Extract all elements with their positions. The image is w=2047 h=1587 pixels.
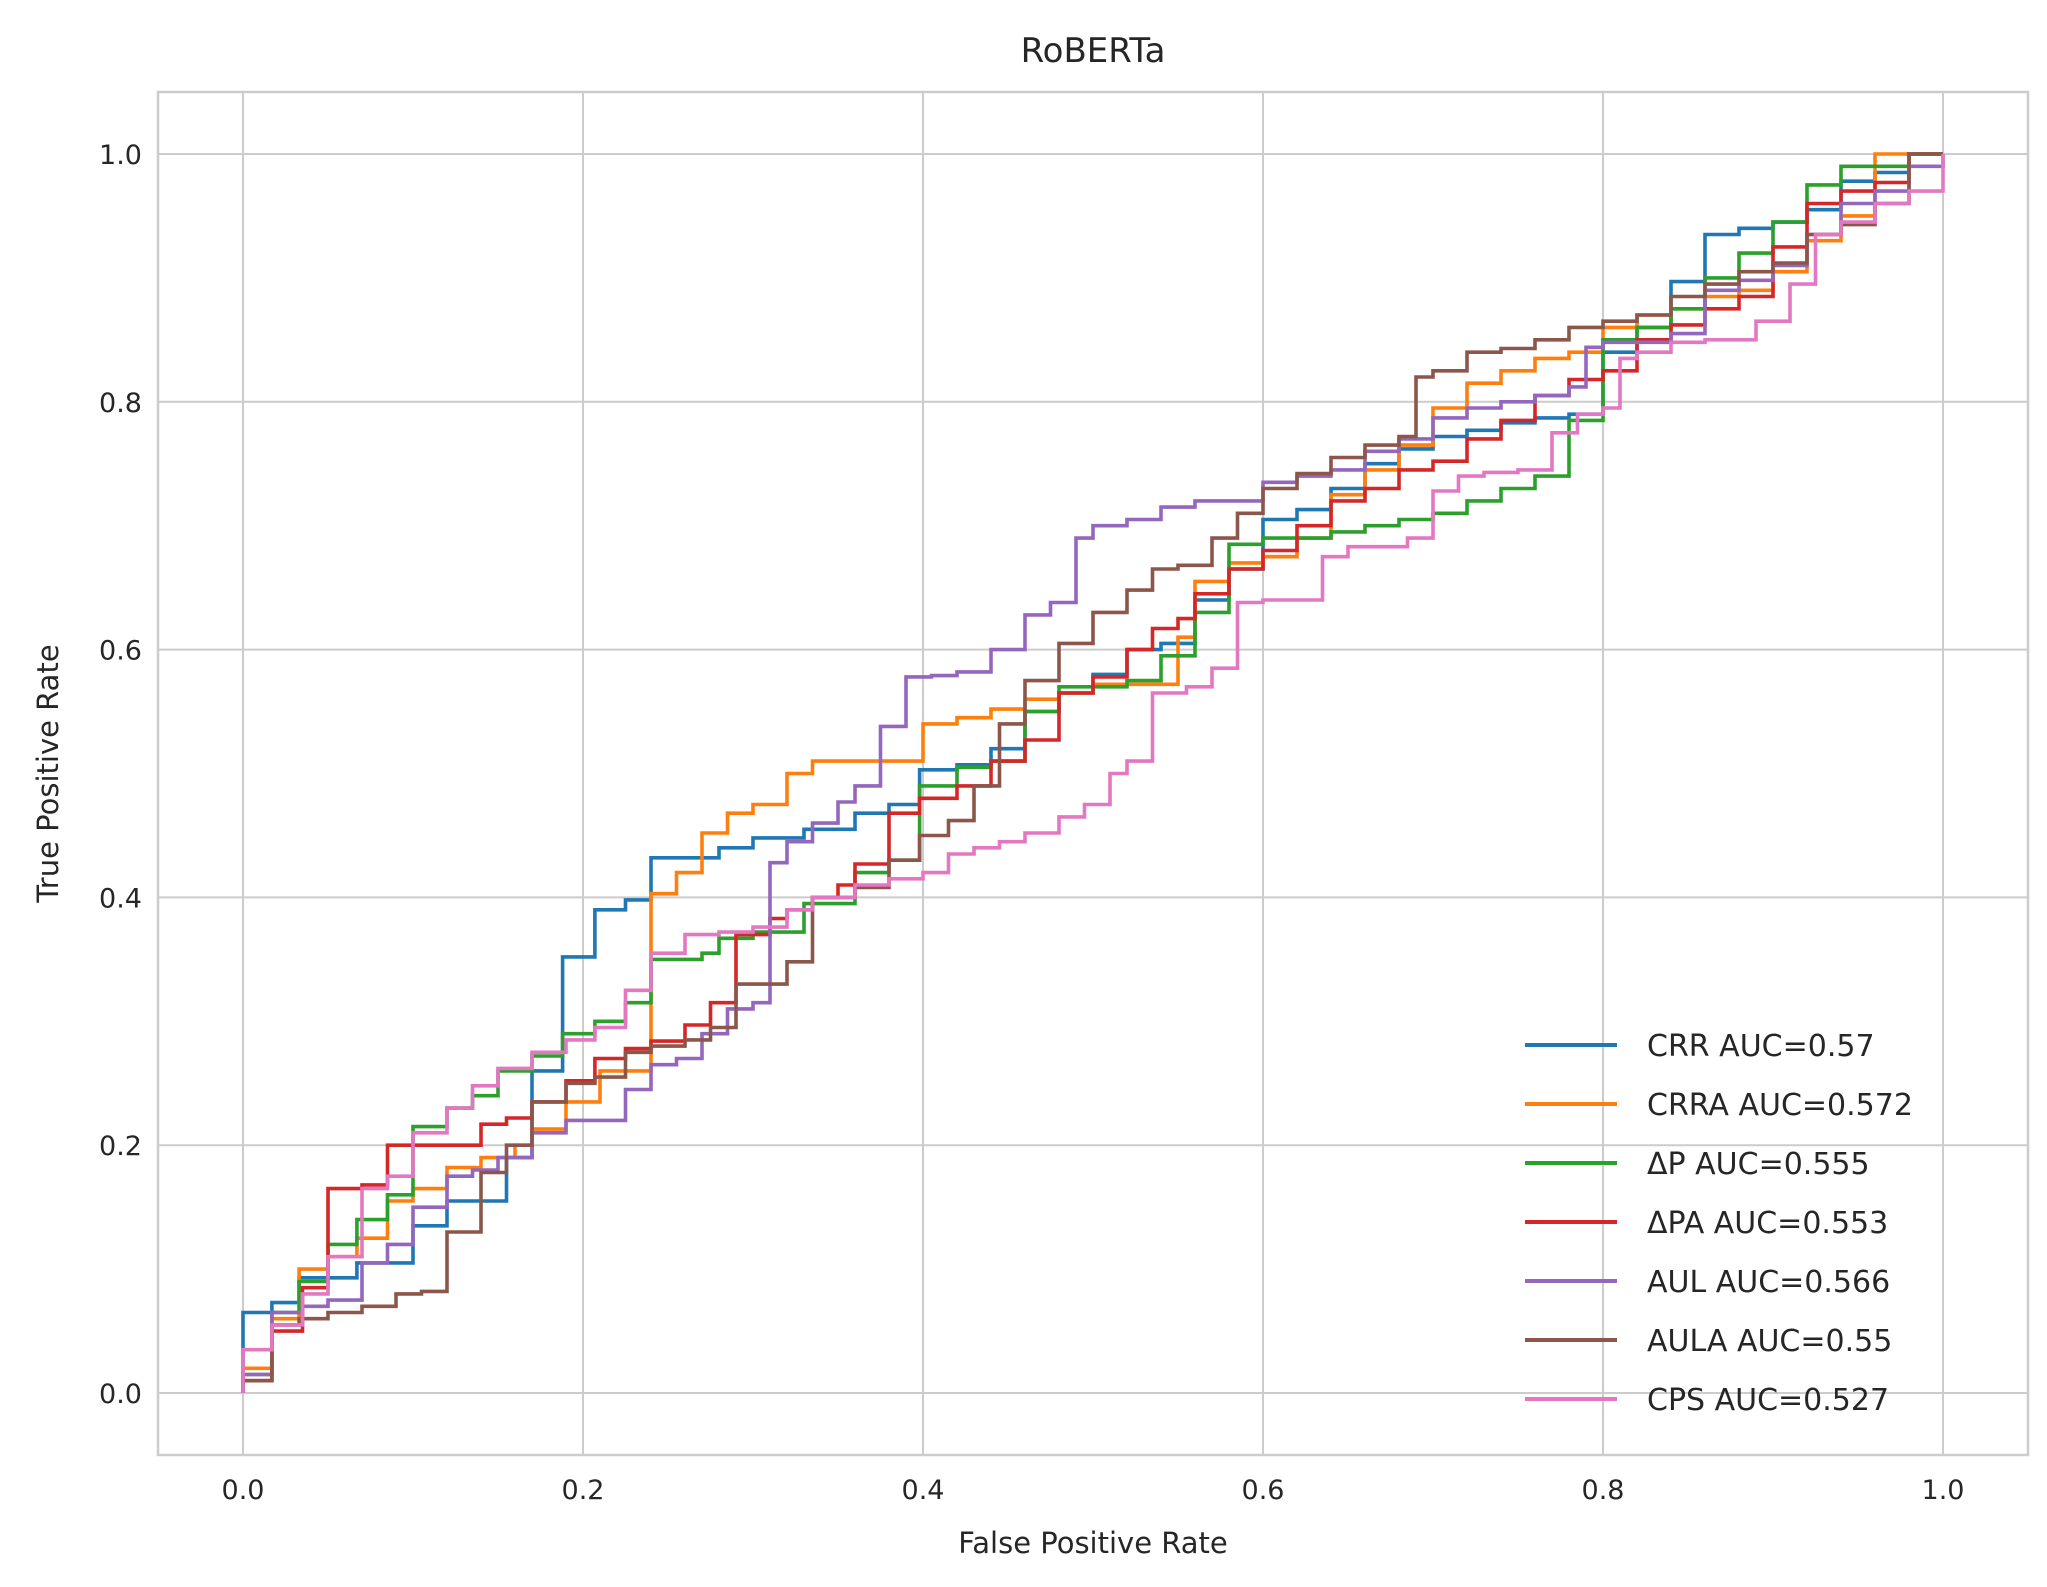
x-tick-label: 0.6: [1242, 1475, 1285, 1506]
series-line: [241, 154, 1945, 1393]
legend-entry: CPS AUC=0.527: [1647, 1383, 1889, 1418]
y-axis-ticks: 0.0 0.2 0.4 0.6 0.8 1.0: [99, 140, 142, 1410]
y-tick-label: 0.0: [99, 1379, 142, 1410]
plot-frame: [156, 90, 2030, 1457]
y-tick-label: 0.2: [99, 1131, 142, 1162]
legend-entry: ΔP AUC=0.555: [1647, 1147, 1870, 1182]
chart-title: RoBERTa: [1021, 31, 1166, 71]
x-tick-label: 0.4: [902, 1475, 945, 1506]
legend-entry: CRRA AUC=0.572: [1647, 1088, 1913, 1123]
x-axis-label: False Positive Rate: [958, 1526, 1228, 1560]
x-tick-label: 0.2: [562, 1475, 605, 1506]
series-line: [241, 152, 1943, 1393]
y-tick-label: 0.8: [99, 388, 142, 419]
x-tick-label: 0.0: [222, 1475, 265, 1506]
x-axis-ticks: 0.0 0.2 0.4 0.6 0.8 1.0: [222, 1475, 1965, 1506]
series-line: [241, 152, 1943, 1393]
y-tick-label: 0.4: [99, 883, 142, 914]
legend: CRR AUC=0.57 CRRA AUC=0.572 ΔP AUC=0.555 ΔP…: [1525, 1029, 1913, 1418]
legend-entry: CRR AUC=0.57: [1647, 1029, 1875, 1064]
x-tick-label: 0.8: [1582, 1475, 1625, 1506]
y-axis-label: True Positive Rate: [31, 644, 65, 903]
series-line: [241, 154, 1945, 1393]
legend-entry: AUL AUC=0.566: [1647, 1265, 1890, 1300]
x-tick-label: 1.0: [1922, 1475, 1965, 1506]
legend-entry: AULA AUC=0.55: [1647, 1324, 1892, 1359]
legend-entry: ΔPA AUC=0.553: [1647, 1206, 1888, 1241]
series-lines: [241, 152, 1945, 1393]
y-tick-label: 1.0: [99, 140, 142, 171]
y-tick-label: 0.6: [99, 636, 142, 667]
